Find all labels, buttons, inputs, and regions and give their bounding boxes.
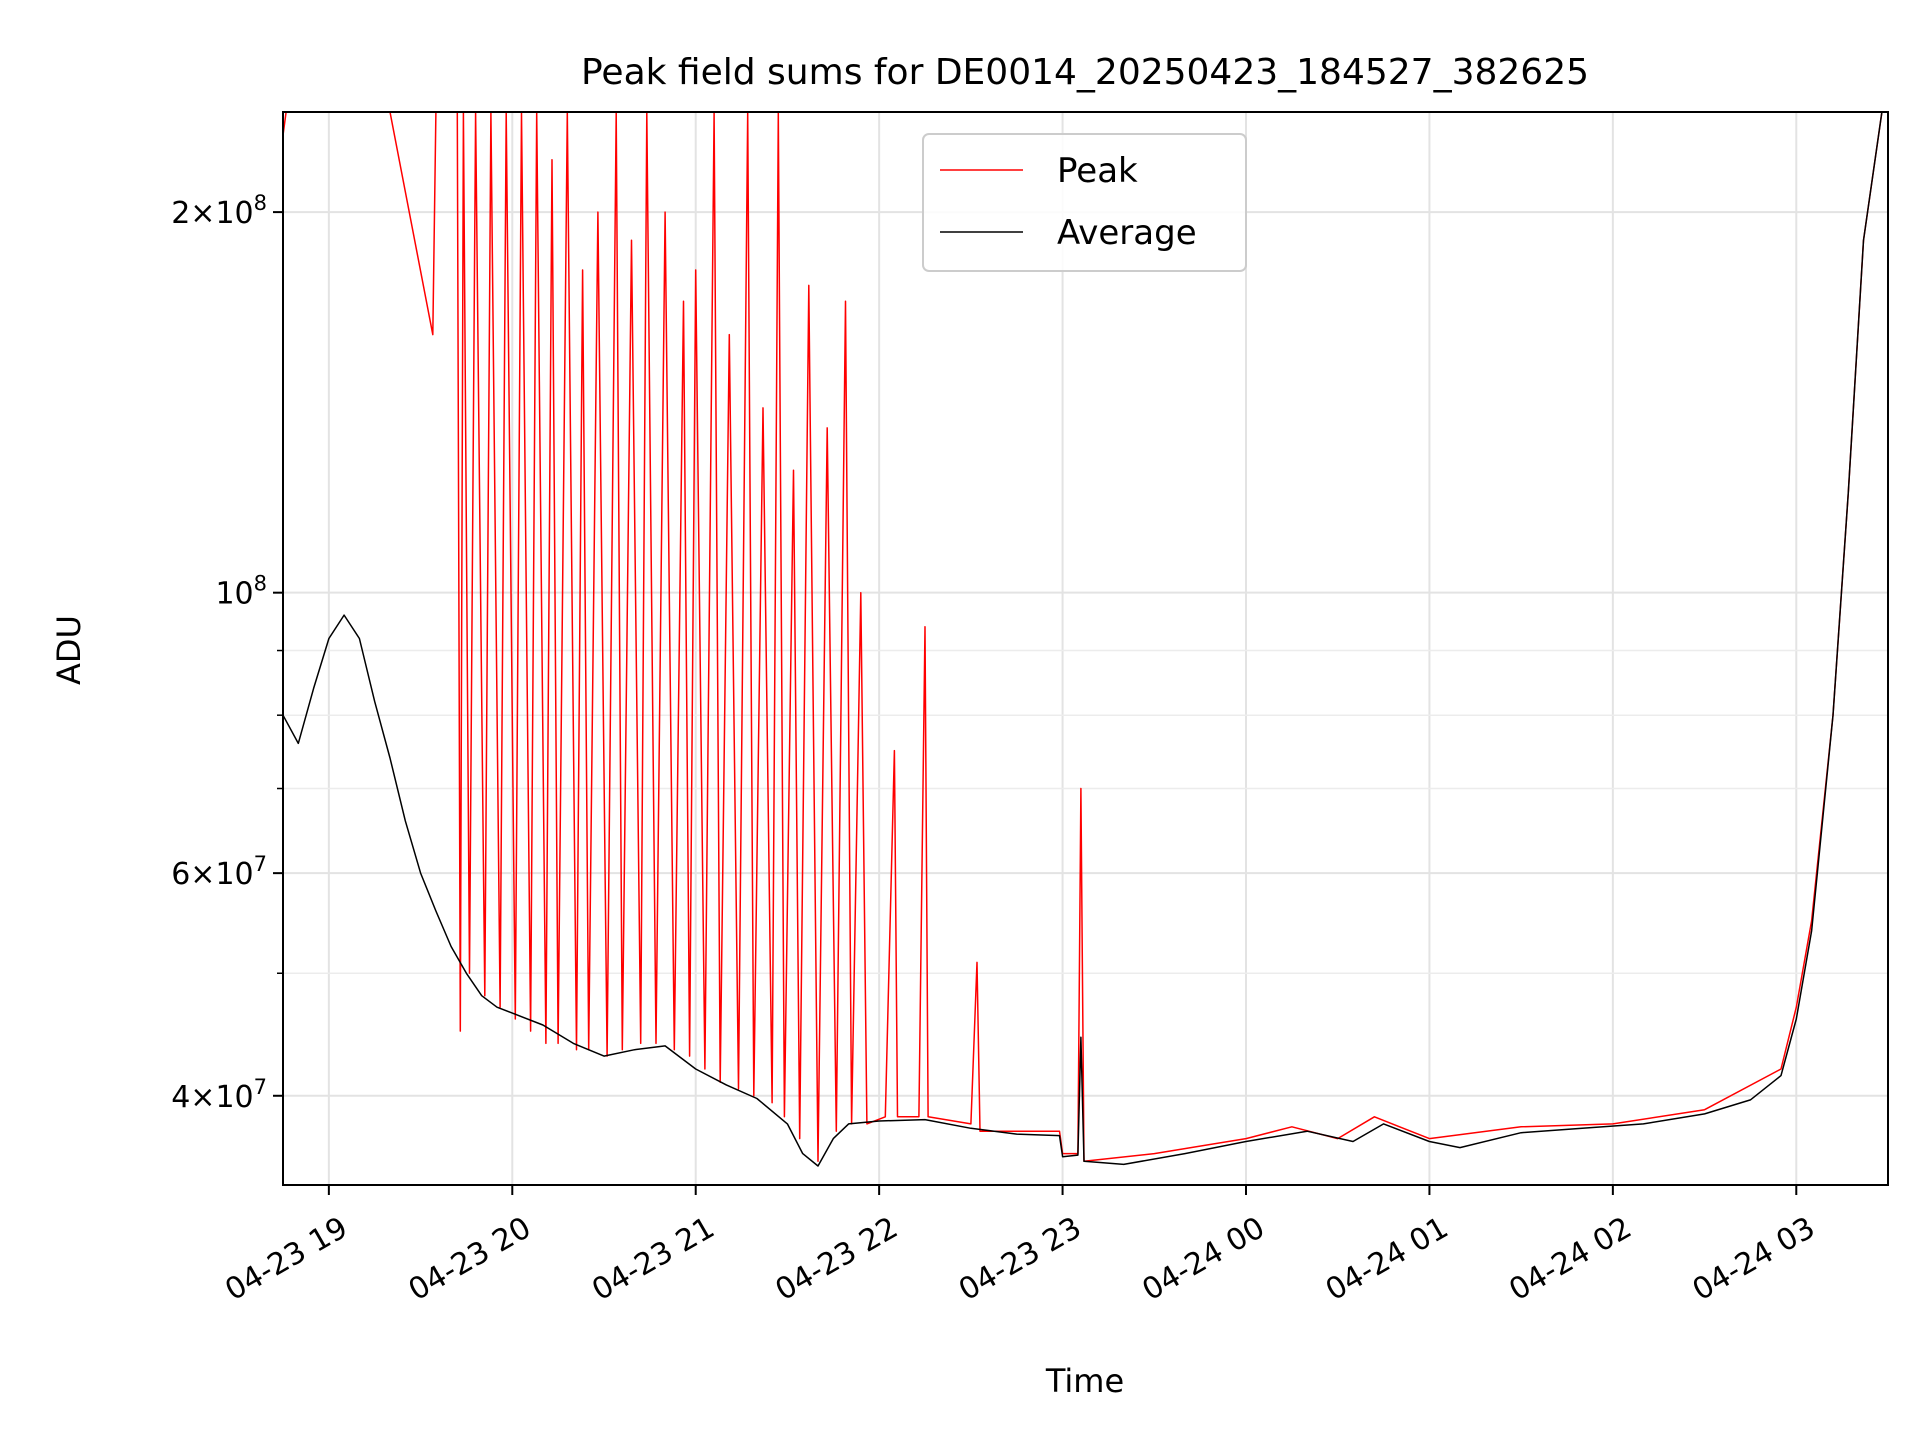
chart-title: Peak field sums for DE0014_20250423_1845…: [581, 52, 1589, 93]
series-line-peak: [282, 111, 1883, 1163]
y-tick-label: 2×108: [171, 191, 267, 231]
y-axis: 4×107 6×107 108 2×108: [171, 191, 283, 1115]
series-line-average: [282, 111, 1883, 1167]
y-tick-label: 108: [215, 572, 267, 612]
y-axis-label: ADU: [50, 615, 88, 685]
series: [282, 111, 1883, 1167]
y-tick-label: 6×107: [171, 852, 267, 892]
legend-box: [922, 133, 1247, 272]
legend: Peak Average: [922, 133, 1247, 272]
legend-label-peak: Peak: [1057, 151, 1138, 191]
x-axis-label: Time: [1045, 1362, 1124, 1400]
legend-label-average: Average: [1057, 213, 1197, 253]
y-tick-label: 4×107: [171, 1075, 267, 1115]
plot-frame: [282, 111, 1889, 1186]
